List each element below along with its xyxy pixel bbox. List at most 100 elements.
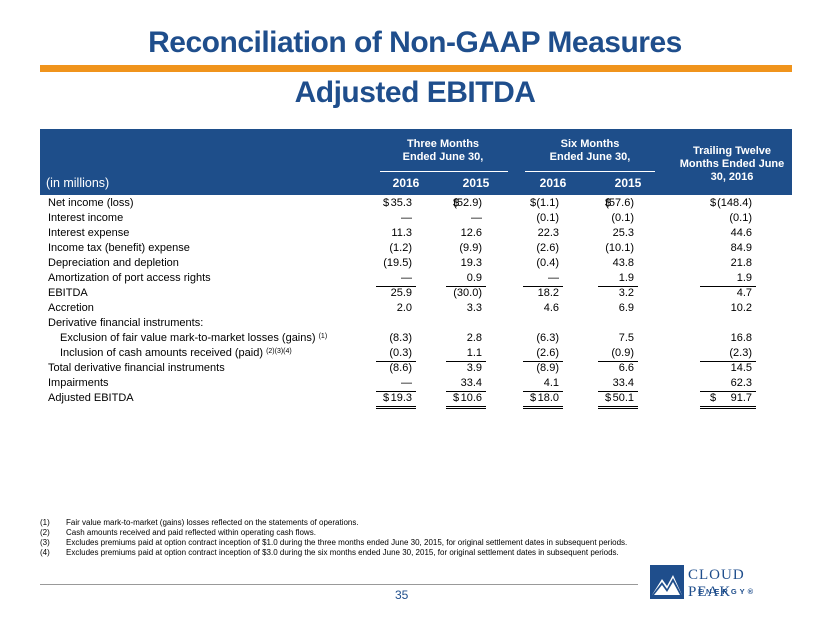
value-cell: 3.3	[466, 302, 482, 314]
value-cell: 33.4	[612, 377, 634, 389]
value-cell: 1.1	[466, 347, 482, 359]
table-row: EBITDA 25.9 (30.0) 18.2 3.2 4.7	[40, 286, 792, 301]
value-cell: 16.8	[730, 332, 752, 344]
row-label-text: Exclusion of fair value mark-to-market l…	[60, 332, 316, 344]
table-row: Income tax (benefit) expense (1.2) (9.9) (2…	[40, 241, 792, 256]
value-cell: (8.9)	[536, 362, 559, 374]
table-row: Net income (loss) 35.3 $ (52.9) $ (1.1) $ (57.6…	[40, 196, 792, 211]
dollar-sign: $	[383, 197, 390, 209]
value-cell: 6.6	[618, 362, 634, 374]
double-underline	[700, 406, 756, 409]
value-cell: (6.3)	[536, 332, 559, 344]
value-cell: 84.9	[730, 242, 752, 254]
footnote-ref: (2)(3)(4)	[266, 348, 292, 355]
value-cell: 3.9	[466, 362, 482, 374]
dollar-sign: $	[453, 392, 460, 404]
footnote-text: Cash amounts received and paid reflected…	[66, 528, 316, 537]
dollar-sign: $	[453, 197, 460, 209]
row-label: Income tax (benefit) expense	[48, 241, 190, 256]
footnote-number: (3)	[40, 538, 50, 547]
table-row: Adjusted EBITDA 19.3 $10.6 $18.0 $50.1 $91.7 $	[40, 391, 792, 406]
row-label: Exclusion of fair value mark-to-market l…	[60, 331, 327, 346]
value-cell: (1.2)	[389, 242, 412, 254]
total-rule	[700, 286, 756, 287]
year-col-3: 2016	[539, 176, 567, 190]
value-cell: (0.3)	[389, 347, 412, 359]
footnote-text: Excludes premiums paid at option contrac…	[66, 548, 619, 557]
value-cell: 18.2	[537, 287, 559, 299]
footnote-ref: (1)	[318, 333, 328, 340]
row-label: Inclusion of cash amounts received (paid…	[60, 346, 292, 361]
footnote: (2) Cash amounts received and paid reflec…	[40, 528, 640, 538]
title-divider	[40, 65, 792, 72]
footnote-number: (2)	[40, 528, 50, 537]
row-label-text: Amortization of port access rights	[48, 272, 211, 284]
dollar-sign: $	[530, 392, 537, 404]
table-row: Total derivative financial instruments (8…	[40, 361, 792, 376]
value-cell: (0.1)	[536, 212, 559, 224]
page-subtitle: Adjusted EBITDA	[294, 76, 536, 109]
year-col-4: 2015	[614, 176, 642, 190]
value-cell: 4.7	[736, 287, 752, 299]
footnotes: (1) Fair value mark-to-market (gains) los…	[40, 518, 640, 558]
value-cell: 19.3	[460, 257, 482, 269]
double-underline	[446, 406, 486, 409]
dollar-sign: $	[710, 197, 717, 209]
row-label: Adjusted EBITDA	[48, 391, 134, 406]
header-ttm: Trailing Twelve Months Ended June 30, 20…	[679, 145, 785, 183]
row-label: Amortization of port access rights	[48, 271, 211, 286]
row-label: Accretion	[48, 301, 94, 316]
dollar-sign: $	[383, 392, 390, 404]
dollar-sign: $	[605, 197, 612, 209]
value-cell: —	[548, 272, 559, 284]
value-cell: 12.6	[460, 227, 482, 239]
row-label: Derivative financial instruments:	[48, 316, 203, 331]
value-cell: (10.1)	[605, 242, 634, 254]
row-label-text: Total derivative financial instruments	[48, 362, 225, 374]
value-cell: (8.3)	[389, 332, 412, 344]
table-row: Interest expense 11.3 12.6 22.3 25.3 44.6	[40, 226, 792, 241]
total-rule	[700, 361, 756, 362]
row-label: Interest income	[48, 211, 123, 226]
table-row: Inclusion of cash amounts received (paid…	[40, 346, 792, 361]
table-row: Depreciation and depletion (19.5) 19.3 (0.4…	[40, 256, 792, 271]
value-cell: 7.5	[618, 332, 634, 344]
cloud-peak-logo: CLOUD PEAK ENERGY®	[650, 563, 790, 603]
value-cell: (2.3)	[729, 347, 752, 359]
table-body: Net income (loss) 35.3 $ (52.9) $ (1.1) $ (57.6…	[40, 196, 792, 409]
footnote: (1) Fair value mark-to-market (gains) los…	[40, 518, 640, 528]
page-title: Reconciliation of Non-GAAP Measures	[148, 26, 682, 59]
value-cell: (0.1)	[729, 212, 752, 224]
value-cell: 18.0	[537, 392, 559, 404]
row-label-text: Inclusion of cash amounts received (paid…	[60, 347, 263, 359]
dollar-sign: $	[530, 197, 537, 209]
table-row: Interest income — — (0.1) (0.1) (0.1)	[40, 211, 792, 226]
value-cell: 62.3	[730, 377, 752, 389]
value-cell: 2.0	[396, 302, 412, 314]
total-rule	[598, 391, 638, 392]
total-rule	[598, 286, 638, 287]
dollar-sign: $	[605, 392, 612, 404]
total-rule	[376, 286, 416, 287]
total-rule	[446, 286, 486, 287]
value-cell: —	[401, 272, 412, 284]
row-label: Total derivative financial instruments	[48, 361, 225, 376]
value-cell: (30.0)	[453, 287, 482, 299]
footnote: (4) Excludes premiums paid at option cont…	[40, 548, 640, 558]
value-cell: 4.1	[543, 377, 559, 389]
row-label-text: Derivative financial instruments:	[48, 317, 204, 329]
footnote-number: (4)	[40, 548, 50, 557]
row-label-text: Net income (loss)	[48, 197, 134, 209]
value-cell: (0.9)	[611, 347, 634, 359]
header-three-months-underline	[380, 171, 508, 172]
header-six-months: Six Months Ended June 30,	[549, 138, 631, 163]
double-underline	[523, 406, 563, 409]
value-cell: (148.4)	[717, 197, 752, 209]
value-cell: 43.8	[612, 257, 634, 269]
page-number: 35	[395, 588, 409, 602]
total-rule	[700, 391, 756, 392]
value-cell: 22.3	[537, 227, 559, 239]
row-label-text: Adjusted EBITDA	[48, 392, 134, 404]
total-rule	[523, 391, 563, 392]
value-cell: 25.3	[612, 227, 634, 239]
